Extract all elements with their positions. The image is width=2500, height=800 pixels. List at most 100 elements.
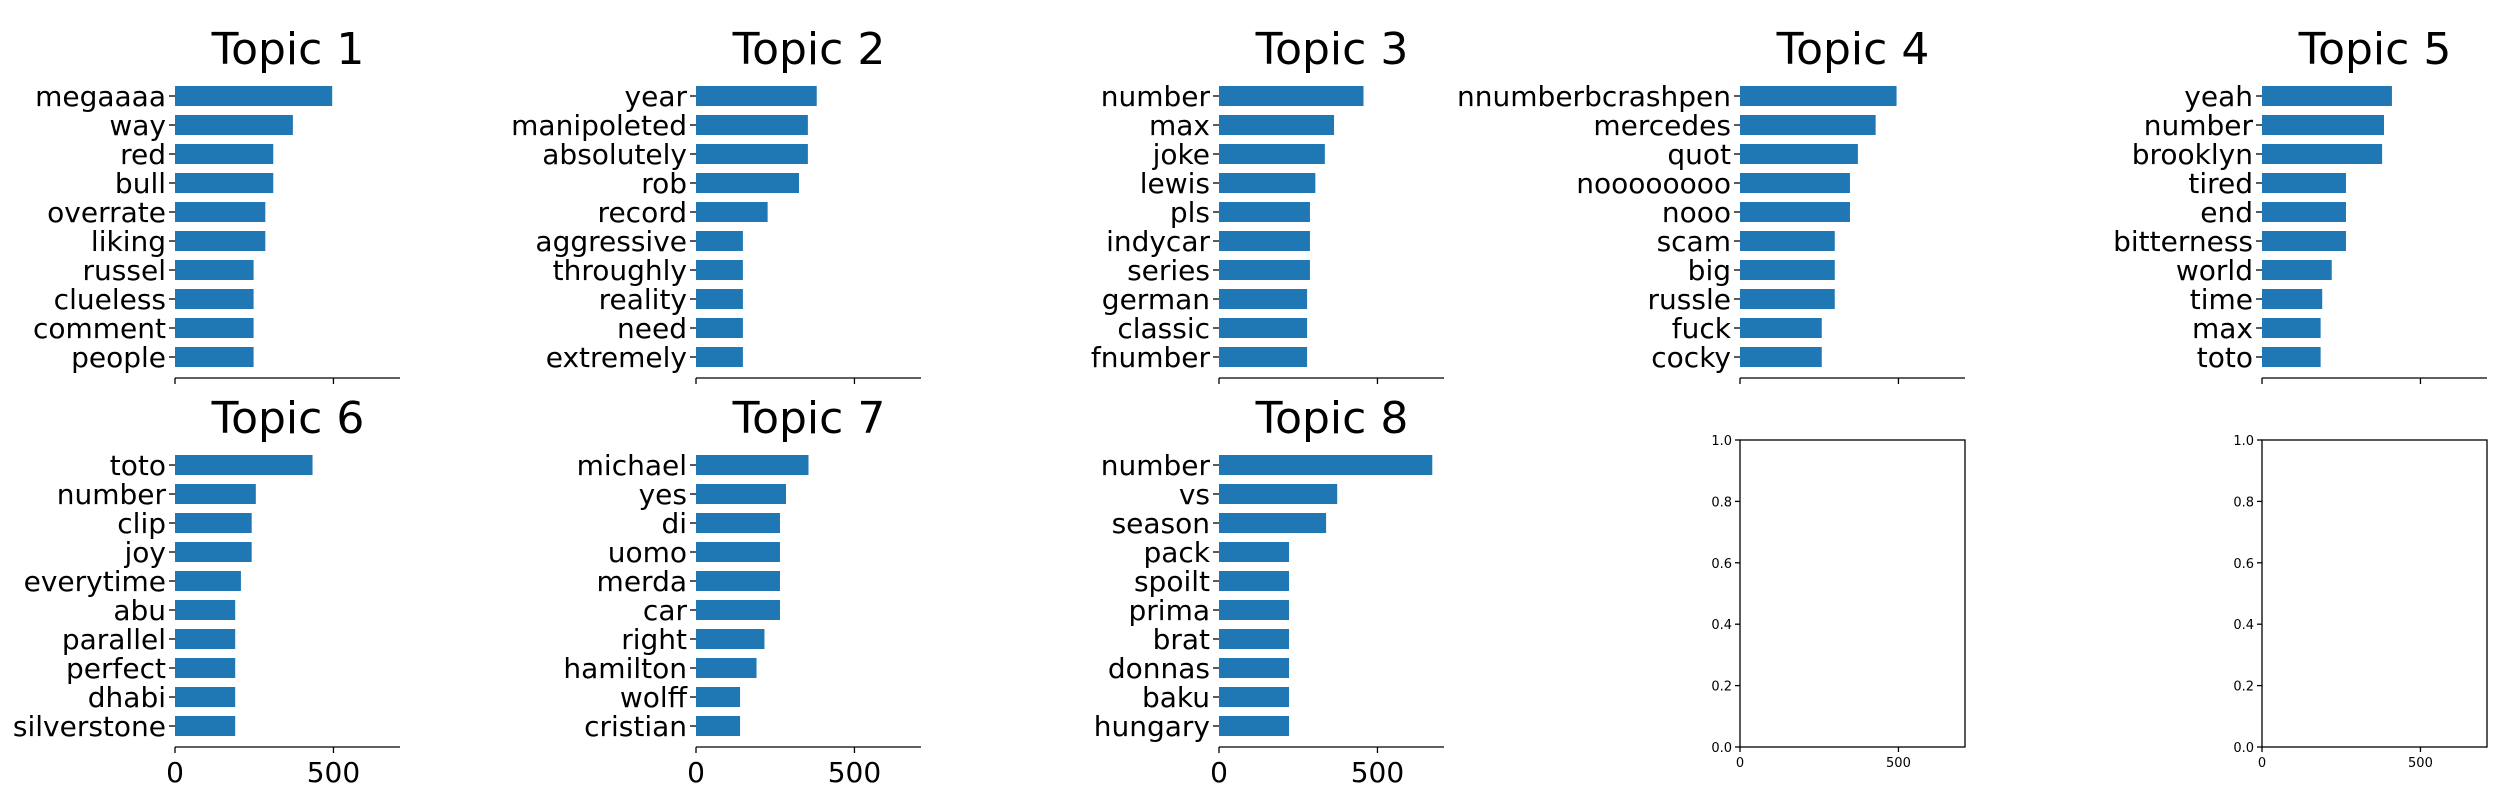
bar-red xyxy=(175,144,274,164)
bar-fuck xyxy=(1740,318,1822,338)
subplot-title: Topic 8 xyxy=(1255,393,1409,444)
y-tick-label: 1.0 xyxy=(1711,434,1732,449)
bar-mercedes xyxy=(1740,115,1876,135)
category-label: indycar xyxy=(1106,225,1210,258)
bar-classic xyxy=(1219,318,1308,338)
category-label: german xyxy=(1102,283,1210,316)
bar-bitterness xyxy=(2262,231,2346,251)
bar-hungary xyxy=(1219,716,1290,736)
y-tick-label: 0.0 xyxy=(2233,741,2254,756)
category-label: michael xyxy=(577,449,687,482)
y-tick-label: 0.2 xyxy=(1711,680,1732,695)
bar-everytime xyxy=(175,571,241,591)
subplot-title: Topic 6 xyxy=(211,393,365,444)
subplot-title: Topic 1 xyxy=(211,24,365,75)
category-label: liking xyxy=(91,225,166,258)
bar-quot xyxy=(1740,144,1858,164)
category-label: hamilton xyxy=(563,652,687,685)
y-tick-label: 0.0 xyxy=(1711,741,1732,756)
category-label: right xyxy=(621,623,687,656)
x-tick-label: 500 xyxy=(1886,756,1911,771)
bar-max xyxy=(1219,115,1335,135)
bar-brooklyn xyxy=(2262,144,2383,164)
bar-joke xyxy=(1219,144,1325,164)
category-label: abu xyxy=(113,594,166,627)
category-label: fuck xyxy=(1672,312,1732,345)
bar-people xyxy=(175,347,254,367)
category-label: mercedes xyxy=(1593,109,1731,142)
subplot-title: Topic 3 xyxy=(1255,24,1409,75)
bar-russle xyxy=(1740,289,1835,309)
bar-number xyxy=(175,484,256,504)
category-label: noooooooo xyxy=(1576,167,1731,200)
bar-yes xyxy=(696,484,786,504)
category-label: max xyxy=(1149,109,1210,142)
category-label: brooklyn xyxy=(2132,138,2253,171)
bar-season xyxy=(1219,513,1327,533)
subplot-7: Topic 7 michaelyesdiuomomerdacarrighthami… xyxy=(563,393,921,789)
bar-reality xyxy=(696,289,743,309)
category-label: cocky xyxy=(1651,341,1731,374)
y-tick-label: 0.6 xyxy=(2233,557,2254,572)
bar-noooooooo xyxy=(1740,173,1850,193)
x-tick-label: 500 xyxy=(2408,756,2433,771)
category-label: people xyxy=(71,341,166,374)
category-label: merda xyxy=(597,565,687,598)
category-label: end xyxy=(2200,196,2253,229)
category-label: absolutely xyxy=(542,138,687,171)
bar-toto xyxy=(175,455,313,475)
category-label: quot xyxy=(1667,138,1731,171)
bar-toto xyxy=(2262,347,2321,367)
category-label: classic xyxy=(1117,312,1210,345)
bar-merda xyxy=(696,571,780,591)
category-label: year xyxy=(625,80,688,113)
empty-axes-frame xyxy=(1739,439,1966,748)
bar-abu xyxy=(175,600,236,620)
bar-end xyxy=(2262,202,2346,222)
category-label: joke xyxy=(1152,138,1210,171)
category-label: uomo xyxy=(608,536,687,569)
bar-prima xyxy=(1219,600,1290,620)
category-label: number xyxy=(1101,449,1211,482)
category-label: brat xyxy=(1153,623,1210,656)
bar-di xyxy=(696,513,780,533)
bar-throughly xyxy=(696,260,743,280)
category-label: nooo xyxy=(1662,196,1731,229)
x-tick-label: 0 xyxy=(2258,756,2266,771)
bar-absolutely xyxy=(696,144,808,164)
bar-baku xyxy=(1219,687,1290,707)
bar-scam xyxy=(1740,231,1835,251)
bar-pack xyxy=(1219,542,1290,562)
category-label: series xyxy=(1127,254,1210,287)
y-tick-label: 0.6 xyxy=(1711,557,1732,572)
bar-way xyxy=(175,115,293,135)
category-label: nnumberbcrashpen xyxy=(1457,80,1731,113)
category-label: russle xyxy=(1648,283,1731,316)
bar-overrate xyxy=(175,202,266,222)
bar-dhabi xyxy=(175,687,236,707)
category-label: di xyxy=(661,507,687,540)
bar-need xyxy=(696,318,743,338)
subplot-3: Topic 3 numbermaxjokelewisplsindycarserie… xyxy=(1091,24,1444,384)
category-label: donnas xyxy=(1108,652,1210,685)
category-label: red xyxy=(120,138,166,171)
category-label: bitterness xyxy=(2113,225,2253,258)
subplot-1: Topic 1 megaaaawayredbulloverratelikingru… xyxy=(33,24,400,384)
category-label: comment xyxy=(33,312,166,345)
x-tick-label: 0 xyxy=(1210,756,1228,789)
category-label: cristian xyxy=(584,710,687,743)
bar-lewis xyxy=(1219,173,1316,193)
category-label: aggressive xyxy=(535,225,687,258)
bar-car xyxy=(696,600,780,620)
bar-time xyxy=(2262,289,2323,309)
bar-megaaaa xyxy=(175,86,333,106)
category-label: dhabi xyxy=(88,681,166,714)
x-tick-label: 500 xyxy=(828,756,881,789)
category-label: reality xyxy=(599,283,687,316)
category-label: big xyxy=(1688,254,1731,287)
category-label: time xyxy=(2190,283,2253,316)
category-label: fnumber xyxy=(1091,341,1211,374)
category-label: tired xyxy=(2188,167,2253,200)
bar-uomo xyxy=(696,542,780,562)
